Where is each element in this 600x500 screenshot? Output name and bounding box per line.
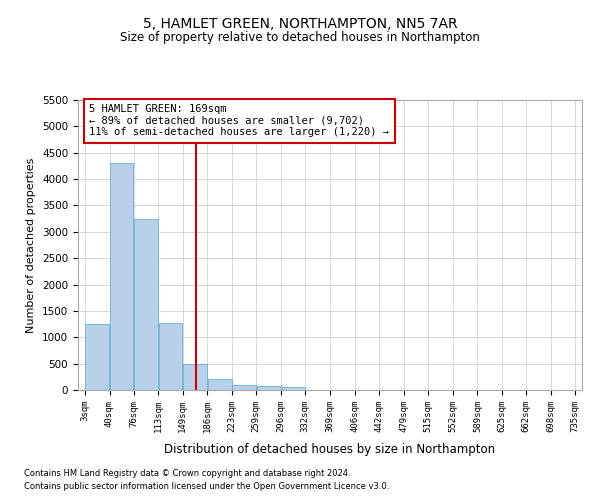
Y-axis label: Number of detached properties: Number of detached properties	[26, 158, 37, 332]
Bar	[257, 386, 281, 390]
Bar	[158, 323, 182, 390]
Text: Size of property relative to detached houses in Northampton: Size of property relative to detached ho…	[120, 31, 480, 44]
Bar	[208, 379, 232, 390]
Text: Contains public sector information licensed under the Open Government Licence v3: Contains public sector information licen…	[24, 482, 389, 491]
Text: 5 HAMLET GREEN: 169sqm
← 89% of detached houses are smaller (9,702)
11% of semi-: 5 HAMLET GREEN: 169sqm ← 89% of detached…	[89, 104, 389, 138]
Bar	[134, 218, 158, 390]
Bar	[232, 384, 256, 390]
Text: 5, HAMLET GREEN, NORTHAMPTON, NN5 7AR: 5, HAMLET GREEN, NORTHAMPTON, NN5 7AR	[143, 18, 457, 32]
Bar	[85, 324, 109, 390]
Bar	[183, 364, 207, 390]
Text: Contains HM Land Registry data © Crown copyright and database right 2024.: Contains HM Land Registry data © Crown c…	[24, 468, 350, 477]
X-axis label: Distribution of detached houses by size in Northampton: Distribution of detached houses by size …	[164, 443, 496, 456]
Bar	[110, 164, 133, 390]
Bar	[281, 388, 305, 390]
